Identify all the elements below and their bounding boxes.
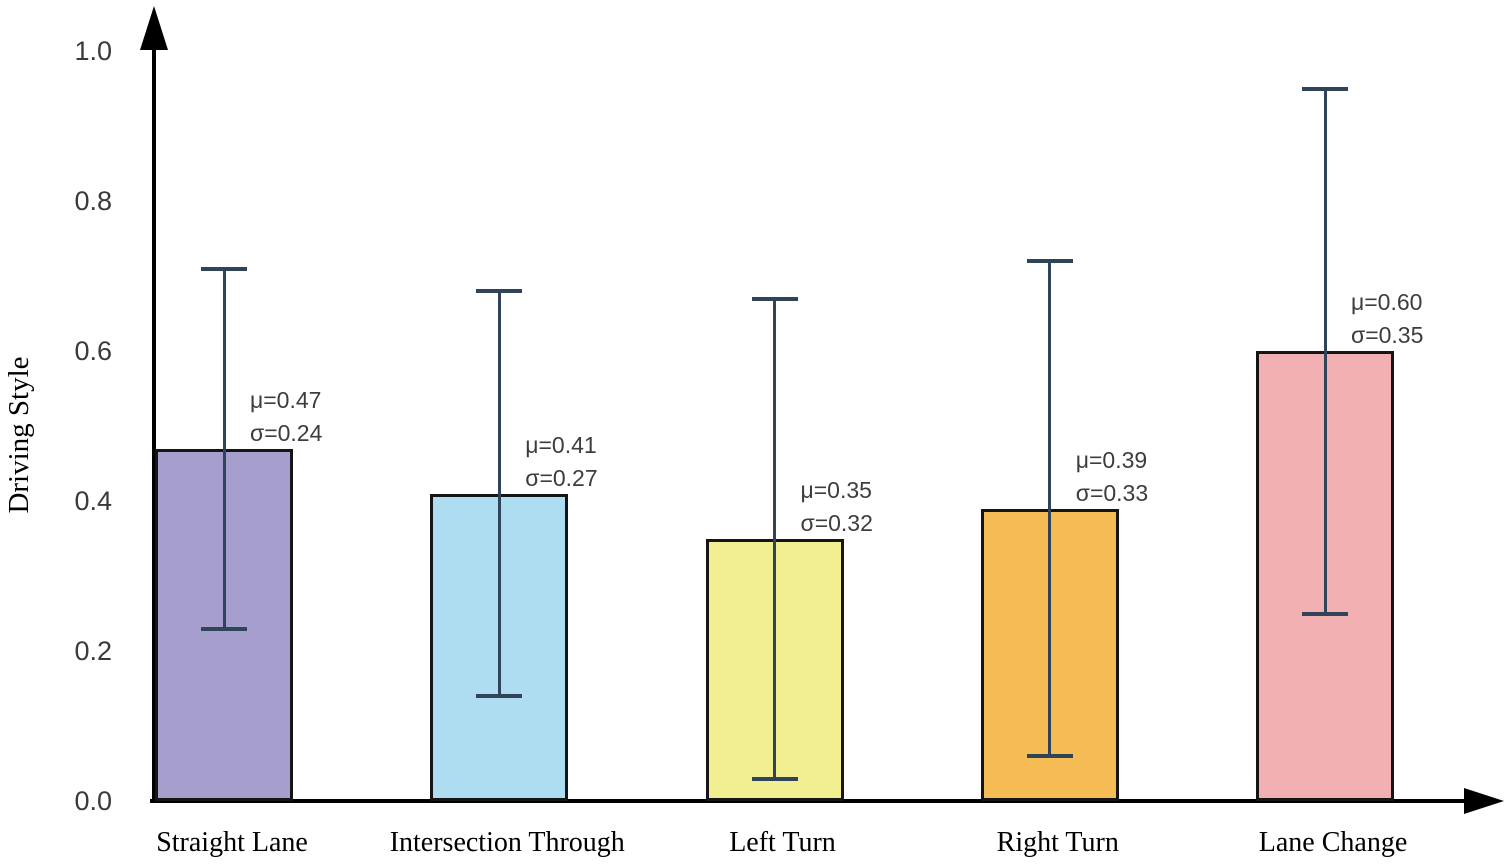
error-bar-cap-bottom	[201, 626, 247, 631]
annotation-mu: μ=0.60	[1351, 289, 1423, 315]
annotation-sigma: σ=0.32	[800, 509, 873, 536]
error-bar-cap-top	[1302, 86, 1348, 91]
annotation-mu: μ=0.47	[250, 386, 322, 413]
error-bar	[1048, 261, 1052, 756]
bar-annotation: μ=0.39 σ=0.33	[1076, 444, 1148, 510]
error-bar-cap-top	[476, 289, 523, 293]
bar-annotation: μ=0.47 σ=0.24	[250, 384, 322, 450]
error-bar-cap-bottom	[476, 694, 523, 698]
error-bar-cap-bottom	[751, 776, 798, 781]
y-axis	[152, 30, 156, 803]
x-category-label: Straight Lane	[156, 827, 308, 858]
error-bar	[773, 298, 776, 779]
x-axis	[150, 799, 1472, 803]
y-tick-label: 0.8	[74, 186, 112, 216]
x-axis-arrow-icon	[1464, 788, 1504, 814]
error-bar-cap-top	[1026, 259, 1073, 263]
error-bar-cap-top	[201, 266, 247, 271]
y-tick-label: 0.4	[74, 486, 112, 516]
x-category-label: Lane Change	[1258, 827, 1408, 858]
error-bar-cap-top	[751, 296, 798, 301]
error-bar	[1323, 88, 1327, 614]
y-tick-label: 0.2	[74, 636, 112, 666]
error-bar-cap-bottom	[1026, 754, 1073, 758]
error-bar	[222, 268, 226, 629]
annotation-sigma: σ=0.33	[1075, 479, 1149, 506]
x-category-label: Intersection Through	[389, 827, 625, 858]
error-bar-cap-bottom	[1302, 611, 1348, 616]
x-category-label: Right Turn	[996, 827, 1119, 858]
annotation-mu: μ=0.35	[800, 476, 872, 503]
annotation-sigma: σ=0.24	[250, 419, 323, 446]
annotation-mu: μ=0.41	[525, 431, 597, 458]
annotation-mu: μ=0.39	[1075, 446, 1148, 473]
y-axis-arrow-icon	[140, 6, 168, 50]
y-tick-label: 0.6	[74, 336, 112, 366]
bar-annotation: μ=0.60 σ=0.35	[1351, 286, 1423, 352]
y-tick-label: 1.0	[74, 36, 112, 66]
annotation-sigma: σ=0.35	[1351, 322, 1424, 348]
error-bar	[497, 291, 501, 696]
y-tick-label: 0.0	[74, 786, 112, 816]
x-category-label: Left Turn	[729, 827, 836, 858]
annotation-sigma: σ=0.27	[525, 464, 598, 491]
bar-annotation: μ=0.41 σ=0.27	[525, 429, 597, 495]
bar-annotation: μ=0.35 σ=0.32	[801, 474, 873, 540]
